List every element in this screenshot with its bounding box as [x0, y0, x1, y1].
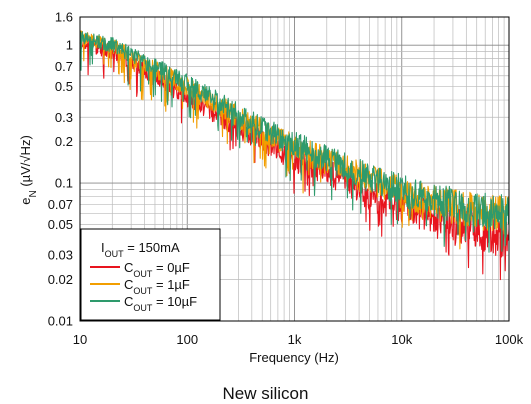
y-tick-label: 0.01 — [48, 314, 73, 329]
legend-label: COUT = 0µF — [124, 260, 190, 279]
y-tick-label: 0.05 — [48, 217, 73, 232]
x-tick-label: 100k — [495, 332, 524, 347]
y-tick-label: 0.5 — [55, 79, 73, 94]
x-tick-label: 100 — [176, 332, 198, 347]
legend-label: COUT = 10µF — [124, 294, 197, 313]
y-tick-label: 0.1 — [55, 176, 73, 191]
y-axis-label: eN (µV/√Hz) — [18, 135, 39, 205]
x-tick-label: 10k — [391, 332, 412, 347]
y-tick-label: 0.3 — [55, 110, 73, 125]
y-tick-label: 1 — [66, 38, 73, 53]
y-tick-label: 0.7 — [55, 59, 73, 74]
y-tick-label: 1.6 — [55, 10, 73, 25]
x-axis-label: Frequency (Hz) — [249, 350, 339, 365]
legend-box — [80, 228, 221, 321]
series-layer — [79, 30, 510, 281]
legend-header: IOUT = 150mA — [101, 240, 180, 259]
x-tick-labels: 10 100 1k 10k 100k — [73, 332, 524, 347]
y-tick-label: 0.2 — [55, 134, 73, 149]
y-tick-label: 0.07 — [48, 197, 73, 212]
x-tick-label: 10 — [73, 332, 87, 347]
figure-caption: New silicon — [222, 384, 309, 403]
y-tick-labels: 1.6 1 0.7 0.5 0.3 0.2 0.1 0.07 0.05 0.03 0.02 0.01 — [48, 10, 73, 329]
series-line — [79, 31, 510, 253]
x-tick-label: 1k — [288, 332, 302, 347]
y-tick-label: 0.03 — [48, 248, 73, 263]
noise-chart: 10 100 1k 10k 100k 1.6 1 0.7 0.5 0.3 0.2 0.1 0.07 0.… — [18, 10, 524, 366]
legend-label: COUT = 1µF — [124, 277, 190, 296]
plot-frame — [79, 16, 510, 322]
y-tick-label: 0.02 — [48, 272, 73, 287]
